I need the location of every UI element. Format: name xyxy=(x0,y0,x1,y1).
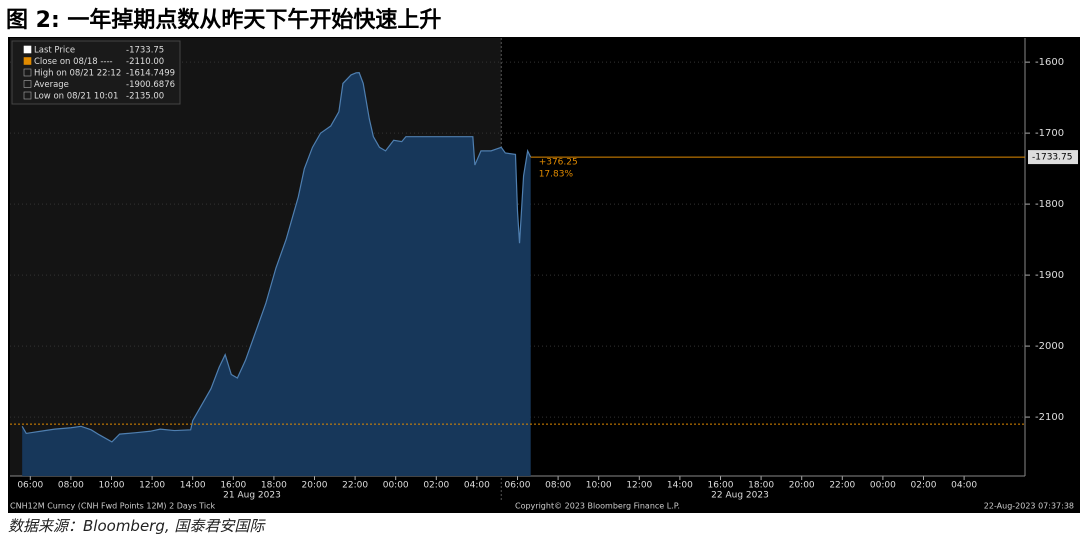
x-tick-label: 22:00 xyxy=(829,481,855,491)
x-tick-label: 12:00 xyxy=(626,481,652,491)
footer-center: Copyright© 2023 Bloomberg Finance L.P. xyxy=(515,502,680,511)
x-tick-label: 16:00 xyxy=(220,481,246,491)
legend-value: -2135.00 xyxy=(126,92,164,102)
y-tick-label: -2000 xyxy=(1035,341,1064,352)
last-price-box xyxy=(1028,150,1078,165)
x-tick-label: 16:00 xyxy=(708,481,734,491)
area xyxy=(22,72,531,477)
x-tick-label: 08:00 xyxy=(545,481,571,491)
y-tick-label: -2100 xyxy=(1035,412,1064,423)
legend-swatch xyxy=(23,91,32,100)
legend-swatch xyxy=(23,45,32,54)
y-tick-label: -1800 xyxy=(1035,199,1064,210)
x-tick-label: 20:00 xyxy=(789,481,815,491)
x-tick-label: 02:00 xyxy=(911,481,937,491)
x-tick-label: 04:00 xyxy=(951,481,977,491)
y-tick-label: -1600 xyxy=(1035,57,1064,68)
x-tick-label: 14:00 xyxy=(180,481,206,491)
legend-label: Low on 08/21 10:01 xyxy=(34,92,118,102)
source: 数据来源：Bloomberg, 国泰君安国际 xyxy=(8,517,265,535)
x-tick-label: 06:00 xyxy=(17,481,43,491)
x-tick-label: 18:00 xyxy=(261,481,287,491)
x-tick-label: 18:00 xyxy=(748,481,774,491)
x-tick-label: 10:00 xyxy=(99,481,125,491)
x-tick-label: 22:00 xyxy=(342,481,368,491)
chart-title: 图 2: 一年掉期点数从昨天下午开始快速上升 xyxy=(6,8,442,33)
line xyxy=(21,71,532,443)
legend-value: -1733.75 xyxy=(126,46,164,56)
legend-box xyxy=(11,40,181,105)
legend-value: -2110.00 xyxy=(126,57,164,67)
x-tick-label: 12:00 xyxy=(139,481,165,491)
x-tick-label: 20:00 xyxy=(302,481,328,491)
y-tick-label: -1700 xyxy=(1035,128,1064,139)
change-label: 17.83% xyxy=(539,170,574,180)
last-price-label: -1733.75 xyxy=(1032,153,1072,163)
legend-label: High on 08/21 22:12 xyxy=(34,69,121,79)
chart: -1600 -1700 -1800 -1900 -2000 -2100 06:00 08:00… xyxy=(8,37,1080,513)
legend-label: Average xyxy=(34,80,69,90)
legend-value: -1900.6876 xyxy=(126,80,175,90)
legend-value: -1614.7499 xyxy=(126,69,175,79)
date-label: 22 Aug 2023 xyxy=(711,491,769,501)
date-label: 21 Aug 2023 xyxy=(223,491,281,501)
x-tick-label: 00:00 xyxy=(870,481,896,491)
y-tick-label: -1900 xyxy=(1035,270,1064,281)
x-tick-label: 02:00 xyxy=(423,481,449,491)
footer-right: 22-Aug-2023 07:37:38 xyxy=(984,502,1074,511)
legend-swatch xyxy=(23,57,32,65)
legend-swatch xyxy=(23,80,32,88)
x-tick-label: 04:00 xyxy=(464,481,490,491)
x-tick-label: 10:00 xyxy=(586,481,612,491)
x-tick-label: 00:00 xyxy=(383,481,409,491)
legend-label: Last Price xyxy=(34,46,75,56)
x-tick-label: 06:00 xyxy=(505,481,531,491)
footer-left: CNH12M Curncy (CNH Fwd Points 12M) 2 Day… xyxy=(10,502,216,511)
x-tick-label: 08:00 xyxy=(58,481,84,491)
x-tick-label: 14:00 xyxy=(667,481,693,491)
legend-swatch xyxy=(23,68,32,77)
legend-label: Close on 08/18 ---- xyxy=(34,57,113,67)
change-label: +376.25 xyxy=(539,158,578,168)
